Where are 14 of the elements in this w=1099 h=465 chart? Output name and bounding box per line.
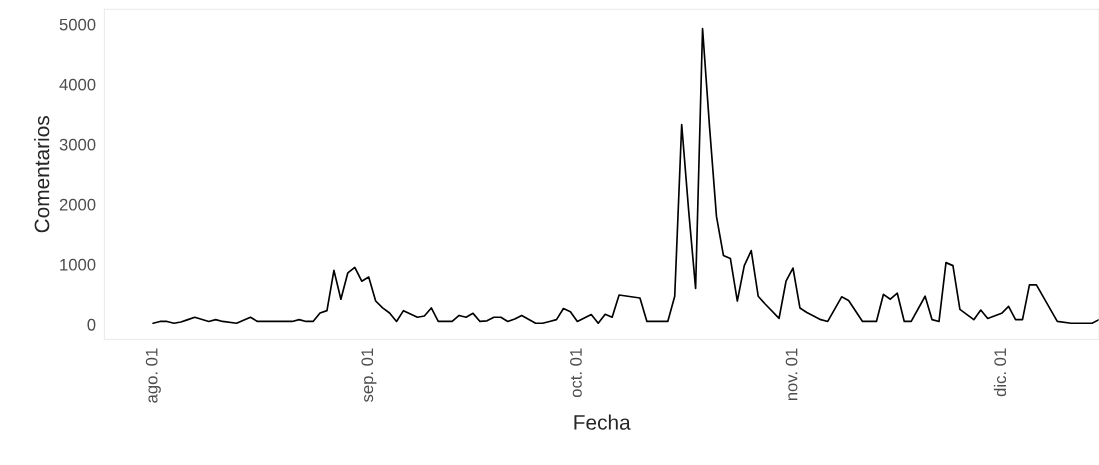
y-tick-label: 4000 [59,78,96,91]
y-tick-label: 3000 [59,138,96,151]
x-tick-label: nov. 01 [785,348,798,401]
x-tick-label: dic. 01 [993,348,1007,397]
y-tick-label: 1000 [60,258,96,271]
y-axis-title: Comentarios [34,116,50,233]
x-tick-label: sep. 01 [361,348,377,402]
x-axis-title: Fecha [574,414,631,430]
y-tick-label: 5000 [59,18,96,31]
x-tick-label: oct. 01 [570,348,582,398]
y-tick-label: 0 [87,318,96,331]
y-tick-label: 2000 [59,198,96,211]
x-tick-label: ago. 01 [145,348,161,403]
line-series [152,27,1099,325]
